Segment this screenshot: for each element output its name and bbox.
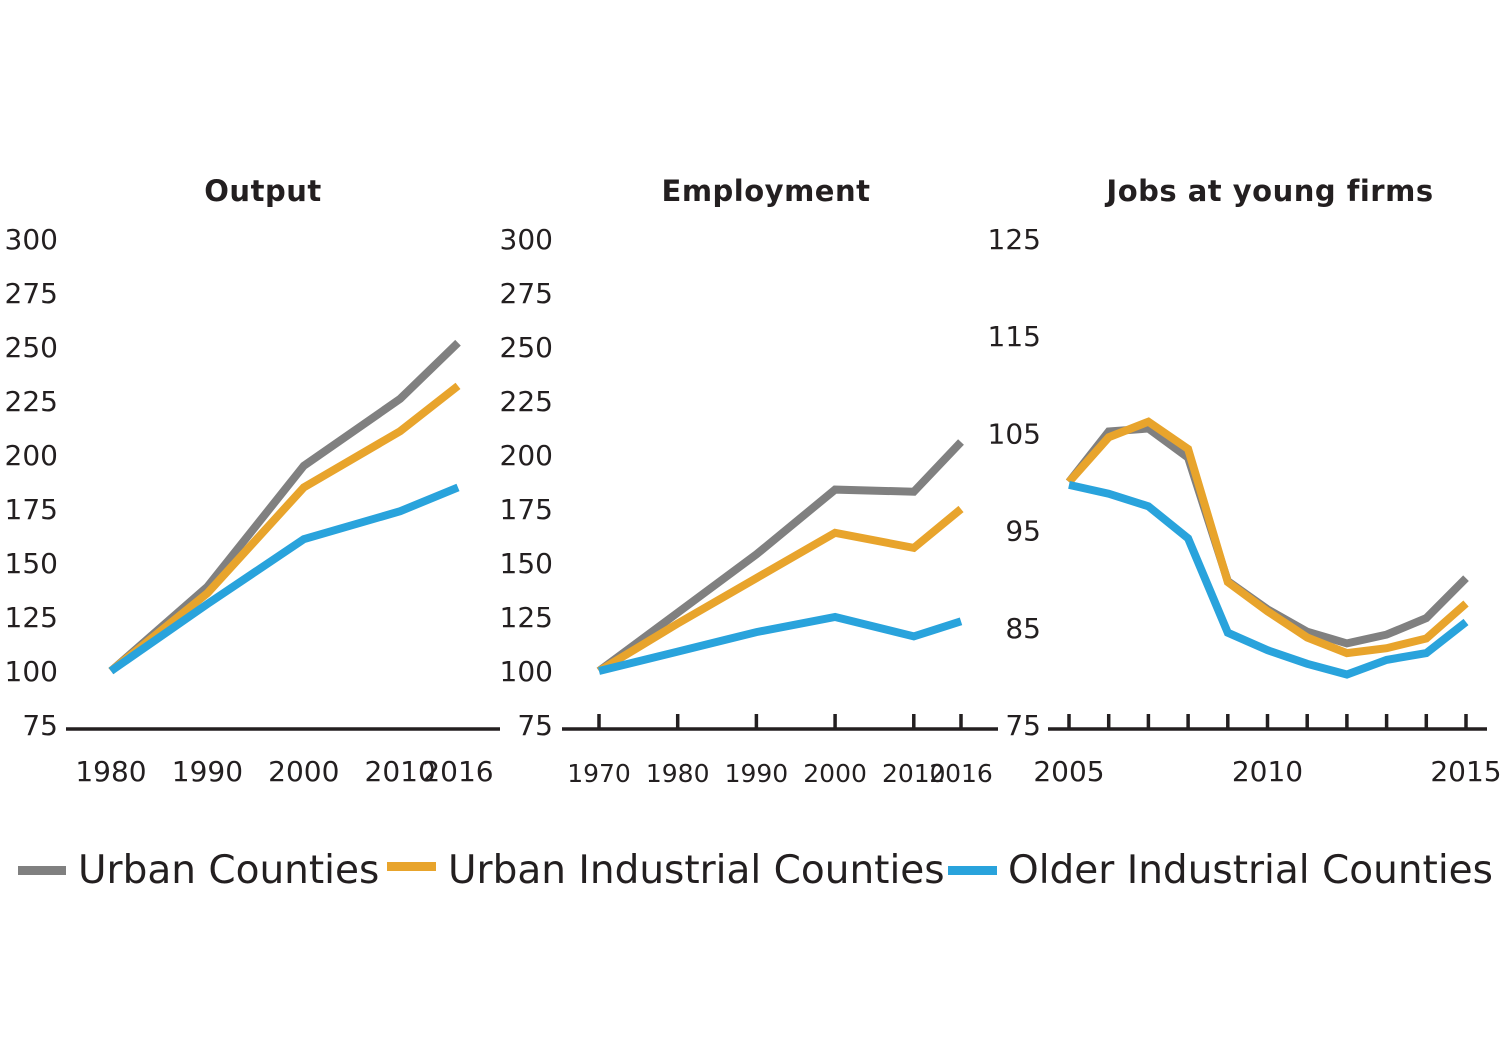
young-firms-y-tick-95: 95: [1005, 515, 1041, 548]
employment-y-tick-300: 300: [500, 223, 553, 256]
output-x-tick-1980: 1980: [75, 755, 146, 788]
output-y-tick-175: 175: [5, 493, 58, 526]
output-y-tick-250: 250: [5, 331, 58, 364]
young-firms-x-axis: 2005 2010 2015: [1033, 755, 1501, 788]
output-title: Output: [204, 174, 321, 208]
legend-swatch-urban-counties: [18, 866, 66, 875]
employment-x-tick-2000: 2000: [803, 759, 867, 788]
young-firms-y-tick-125: 125: [988, 223, 1041, 256]
output-y-tick-300: 300: [5, 223, 58, 256]
young-firms-x-tick-2005: 2005: [1033, 755, 1104, 788]
legend-label-older-industrial-counties: Older Industrial Counties: [1008, 848, 1493, 893]
output-y-tick-125: 125: [5, 601, 58, 634]
employment-y-tick-75: 75: [517, 709, 553, 742]
employment-line-urban-industrial-counties: [596, 505, 964, 675]
employment-y-tick-175: 175: [500, 493, 553, 526]
output-line-older-industrial-counties: [108, 483, 460, 675]
legend-label-urban-industrial-counties: Urban Industrial Counties: [448, 848, 945, 893]
employment-x-tick-1980: 1980: [646, 759, 710, 788]
legend-swatch-older-industrial-counties: [948, 866, 997, 875]
young-firms-x-tick-2010: 2010: [1232, 755, 1303, 788]
employment-y-tick-250: 250: [500, 331, 553, 364]
employment-x-tick-2010: 2010: [882, 759, 946, 788]
output-x-tick-1990: 1990: [172, 755, 243, 788]
employment-y-tick-100: 100: [500, 655, 553, 688]
employment-x-tick-2016: 2016: [929, 759, 993, 788]
young-firms-panel: Jobs at young firms 75 85 95 105 115 125 2005…: [988, 174, 1501, 788]
employment-y-tick-150: 150: [500, 547, 553, 580]
employment-line-older-industrial-counties: [598, 612, 963, 675]
output-panel: Output 75 100 125 150 175 200 225 250 275 300 198…: [5, 174, 500, 788]
young-firms-line-older-industrial-counties: [1068, 480, 1469, 679]
employment-y-tick-275: 275: [500, 277, 553, 310]
output-y-tick-200: 200: [5, 439, 58, 472]
legend: Urban Counties Urban Industrial Counties…: [18, 848, 1493, 893]
employment-y-tick-225: 225: [500, 385, 553, 418]
employment-x-tick-1990: 1990: [725, 759, 789, 788]
young-firms-title: Jobs at young firms: [1104, 174, 1433, 208]
legend-item-urban-counties: Urban Counties: [18, 848, 379, 893]
output-y-tick-75: 75: [22, 709, 58, 742]
output-y-tick-100: 100: [5, 655, 58, 688]
employment-line-urban-counties: [596, 439, 964, 675]
young-firms-y-tick-115: 115: [988, 320, 1041, 353]
young-firms-series: [1065, 417, 1469, 679]
output-y-axis: 75 100 125 150 175 200 225 250 275 300: [5, 223, 58, 742]
output-x-tick-2000: 2000: [268, 755, 339, 788]
output-x-tick-2016: 2016: [422, 755, 493, 788]
legend-item-older-industrial-counties: Older Industrial Counties: [948, 848, 1493, 893]
employment-y-axis: 75 100 125 150 175 200 225 250 275 300: [500, 223, 553, 742]
young-firms-tick-marks: [1067, 714, 1468, 729]
legend-swatch-urban-industrial-counties: [387, 862, 436, 871]
employment-y-tick-200: 200: [500, 439, 553, 472]
employment-series: [596, 439, 964, 675]
output-line-urban-industrial-counties: [108, 382, 461, 675]
output-y-tick-150: 150: [5, 547, 58, 580]
output-y-tick-225: 225: [5, 385, 58, 418]
young-firms-line-urban-industrial-counties: [1066, 417, 1469, 658]
legend-label-urban-counties: Urban Counties: [78, 848, 379, 893]
employment-y-tick-125: 125: [500, 601, 553, 634]
employment-tick-marks: [597, 714, 963, 729]
employment-title: Employment: [662, 174, 871, 208]
young-firms-y-tick-75: 75: [1005, 709, 1041, 742]
young-firms-y-tick-105: 105: [988, 417, 1041, 450]
young-firms-y-axis: 75 85 95 105 115 125: [988, 223, 1041, 742]
legend-item-urban-industrial-counties: Urban Industrial Counties: [387, 848, 945, 893]
output-series: [108, 339, 461, 675]
employment-x-tick-1970: 1970: [567, 759, 631, 788]
employment-panel: Employment 75 100 125 150 175 200 225 250 275 300…: [500, 174, 998, 788]
output-y-tick-275: 275: [5, 277, 58, 310]
young-firms-x-tick-2015: 2015: [1430, 755, 1501, 788]
young-firms-y-tick-85: 85: [1005, 612, 1041, 645]
output-x-tick-2010: 2010: [365, 755, 436, 788]
